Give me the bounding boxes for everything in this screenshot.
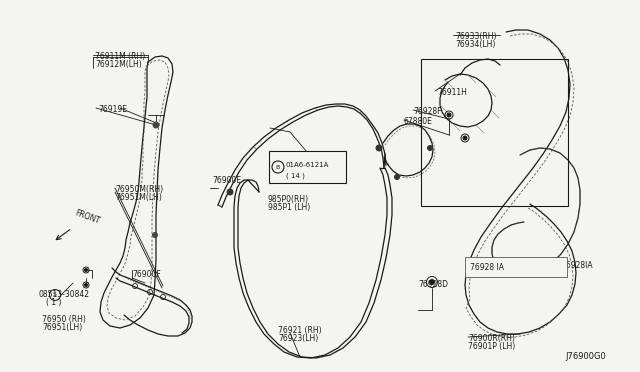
Text: 76951(LH): 76951(LH) <box>42 323 83 332</box>
Circle shape <box>153 122 159 128</box>
Text: 76934(LH): 76934(LH) <box>455 40 495 49</box>
Text: 76921 (RH): 76921 (RH) <box>278 326 322 335</box>
Text: 76928F: 76928F <box>413 107 442 116</box>
Text: 76900E: 76900E <box>212 176 241 185</box>
Text: J76900G0: J76900G0 <box>565 352 605 361</box>
Text: 76928D: 76928D <box>418 280 448 289</box>
Circle shape <box>447 113 451 117</box>
Text: 76950 (RH): 76950 (RH) <box>42 315 86 324</box>
Text: 76928 IA: 76928 IA <box>470 263 504 272</box>
Text: 01A6-6121A: 01A6-6121A <box>286 162 330 168</box>
Text: ( 14 ): ( 14 ) <box>286 172 305 179</box>
Text: 76950M(RH): 76950M(RH) <box>115 185 163 194</box>
Text: 08513-30842: 08513-30842 <box>38 290 89 299</box>
Text: ( 1 ): ( 1 ) <box>46 298 61 307</box>
Circle shape <box>463 136 467 140</box>
Text: B: B <box>276 164 280 170</box>
Text: 985P1 (LH): 985P1 (LH) <box>268 203 310 212</box>
Circle shape <box>152 232 157 237</box>
Circle shape <box>376 145 382 151</box>
Text: 76919E: 76919E <box>98 105 127 114</box>
Circle shape <box>84 269 88 272</box>
Circle shape <box>394 174 399 180</box>
Text: 76901P (LH): 76901P (LH) <box>468 342 515 351</box>
Text: 985P0(RH): 985P0(RH) <box>268 195 309 204</box>
Text: 76900R(RH): 76900R(RH) <box>468 334 515 343</box>
Text: 76900F: 76900F <box>132 270 161 279</box>
Text: 76928IA: 76928IA <box>561 260 593 269</box>
Text: 76912M(LH): 76912M(LH) <box>95 60 141 69</box>
Circle shape <box>429 279 435 285</box>
FancyBboxPatch shape <box>465 257 567 277</box>
Circle shape <box>227 189 233 195</box>
Circle shape <box>84 283 88 286</box>
Text: 76933(RH): 76933(RH) <box>455 32 497 41</box>
Text: 76923(LH): 76923(LH) <box>278 334 318 343</box>
Text: 67880E: 67880E <box>404 117 433 126</box>
Text: FRONT: FRONT <box>74 209 102 226</box>
Text: 76911H: 76911H <box>437 88 467 97</box>
FancyBboxPatch shape <box>269 151 346 183</box>
Text: 76951M(LH): 76951M(LH) <box>115 193 162 202</box>
Text: S: S <box>53 292 57 298</box>
Circle shape <box>428 145 433 151</box>
Text: 76911M (RH): 76911M (RH) <box>95 52 145 61</box>
